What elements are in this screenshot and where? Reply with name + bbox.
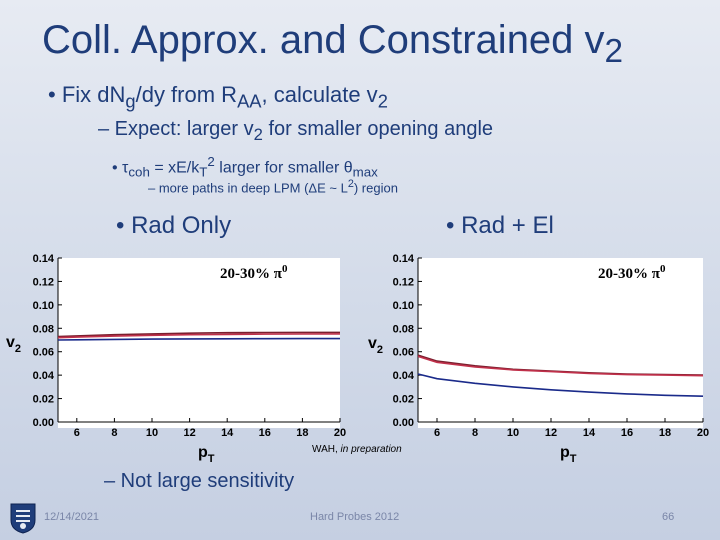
y-axis-label: v2 [6,334,21,355]
wah-note-author: WAH, [312,444,341,455]
y-tick-label: 0.12 [393,276,414,288]
x-tick-label: 14 [221,427,234,439]
panel-rad-el: 0.00 0.02 0.04 0.06 0.08 0.10 0.12 0.14 6 8 10 12 14… [368,253,709,465]
y-tick-label: 0.14 [33,253,55,265]
y-axis-label: v2 [368,335,383,356]
university-logo-icon [10,503,36,534]
y-tick-label: 0.04 [33,370,55,382]
footer-page-number: 66 [662,511,675,523]
plot-background-right [418,258,703,428]
bullet-1: • Fix dNg/dy from RAA, calculate v2 [48,82,388,112]
x-tick-label: 12 [545,427,557,439]
y-tick-label: 0.08 [33,323,54,335]
x-tick-label: 8 [472,427,478,439]
series-line-3 [57,337,340,341]
plot-background-left [58,258,340,428]
slide-title: Coll. Approx. and Constrained v2 [42,18,624,70]
y-tick-label: 0.02 [393,394,414,406]
wah-note: WAH, in preparation [312,444,402,455]
panel-label: 20-30% π0 [598,263,666,282]
x-tick-label: 20 [334,427,346,439]
x-tick-label: 8 [111,427,117,439]
panel-label: 20-30% π0 [220,263,288,282]
bullet-5: – Not large sensitivity [104,470,295,492]
series-line-2 [417,355,704,377]
bullet-2: – Expect: larger v2 for smaller opening … [98,118,494,144]
series-line-1 [57,331,340,338]
wah-note-status: in preparation [341,444,403,455]
label-rad-only: • Rad Only [116,212,232,239]
bullet-4: – more paths in deep LPM (ΔE ~ L2) regio… [148,178,398,196]
x-axis-label: pT [198,444,215,465]
y-tick-label: 0.04 [393,370,415,382]
x-axis-label: pT [560,444,577,465]
y-tick-label: 0.08 [393,323,414,335]
footer-date: 12/14/2021 [44,511,100,523]
x-tick-label: 10 [146,427,158,439]
x-tick-label: 6 [434,427,440,439]
bullet-3: • τcoh = xE/kT2 larger for smaller θmax [112,154,378,180]
x-tick-label: 20 [697,427,709,439]
y-tick-label: 0.10 [33,300,54,312]
footer-conference: Hard Probes 2012 [310,511,400,523]
y-tick-label: 0.10 [393,300,414,312]
y-tick-label: 0.00 [393,417,414,429]
x-tick-label: 18 [659,427,671,439]
x-tick-label: 16 [621,427,633,439]
series-line-2 [57,333,341,339]
y-tick-label: 0.02 [33,394,54,406]
x-tick-label: 12 [183,427,195,439]
x-tick-label: 16 [259,427,271,439]
x-tick-label: 14 [583,427,596,439]
y-tick-label: 0.06 [33,347,54,359]
y-tick-label: 0.00 [33,417,54,429]
panel-rad-only: 0.00 0.02 0.04 0.06 0.08 0.10 0.12 0.14 6 8 10 12 14… [6,253,346,465]
x-tick-label: 10 [507,427,519,439]
x-tick-label: 6 [74,427,80,439]
x-tick-label: 18 [296,427,308,439]
y-tick-label: 0.14 [393,253,415,265]
y-tick-label: 0.12 [33,276,54,288]
label-rad-el: • Rad + El [446,212,554,239]
series-line-3 [417,373,704,397]
title-subscript: 2 [604,33,624,70]
y-tick-label: 0.06 [393,347,414,359]
